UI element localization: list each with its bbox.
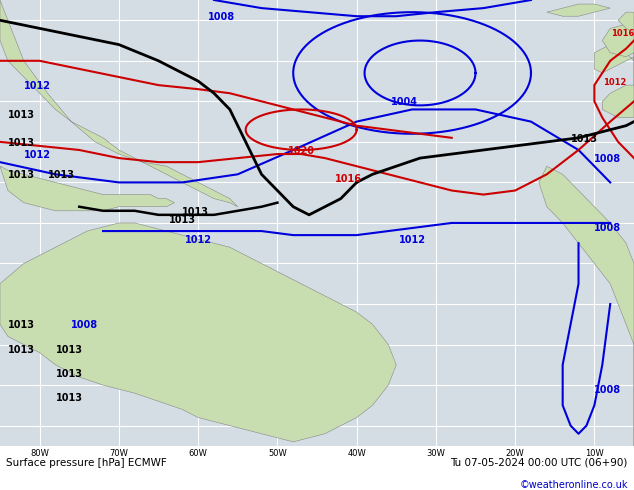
Text: Tu 07-05-2024 00:00 UTC (06+90): Tu 07-05-2024 00:00 UTC (06+90): [450, 458, 628, 467]
Text: 1013: 1013: [8, 320, 35, 330]
Text: 1008: 1008: [595, 385, 621, 395]
Text: 40W: 40W: [347, 449, 366, 459]
Text: 70W: 70W: [110, 449, 128, 459]
Text: 1013: 1013: [571, 134, 598, 144]
Text: 1013: 1013: [55, 344, 82, 355]
Text: 1016: 1016: [335, 174, 362, 184]
Text: 1012: 1012: [23, 81, 51, 91]
Text: 1008: 1008: [71, 320, 98, 330]
Text: 1013: 1013: [169, 215, 196, 225]
Text: 1016: 1016: [611, 29, 634, 39]
Text: 1013: 1013: [8, 171, 35, 180]
Polygon shape: [602, 24, 634, 61]
Text: 1012: 1012: [184, 235, 212, 245]
Polygon shape: [618, 12, 634, 32]
Text: 1008: 1008: [595, 223, 621, 233]
Text: 1013: 1013: [55, 393, 82, 403]
Text: 1013: 1013: [183, 207, 209, 217]
Text: 80W: 80W: [30, 449, 49, 459]
Text: 50W: 50W: [268, 449, 287, 459]
Text: 1012: 1012: [23, 150, 51, 160]
Text: 1020: 1020: [288, 146, 314, 156]
Text: 60W: 60W: [189, 449, 207, 459]
Text: 30W: 30W: [427, 449, 445, 459]
Polygon shape: [0, 0, 238, 207]
Text: 1013: 1013: [8, 110, 35, 120]
Polygon shape: [602, 85, 634, 118]
Polygon shape: [0, 166, 174, 211]
Text: 1008: 1008: [209, 12, 235, 22]
Text: 1008: 1008: [595, 154, 621, 164]
Polygon shape: [595, 45, 634, 85]
Text: 1013: 1013: [48, 171, 75, 180]
Text: 1012: 1012: [603, 78, 626, 87]
Text: Surface pressure [hPa] ECMWF: Surface pressure [hPa] ECMWF: [6, 458, 167, 467]
Text: ©weatheronline.co.uk: ©weatheronline.co.uk: [519, 480, 628, 490]
Text: 20W: 20W: [506, 449, 524, 459]
Polygon shape: [539, 166, 634, 446]
Polygon shape: [0, 223, 396, 442]
Text: 10W: 10W: [585, 449, 604, 459]
Text: 1004: 1004: [391, 98, 418, 107]
Text: 1013: 1013: [8, 344, 35, 355]
Polygon shape: [547, 4, 610, 16]
Text: 1013: 1013: [55, 369, 82, 379]
Text: 1013: 1013: [8, 138, 35, 148]
Text: 1012: 1012: [399, 235, 425, 245]
